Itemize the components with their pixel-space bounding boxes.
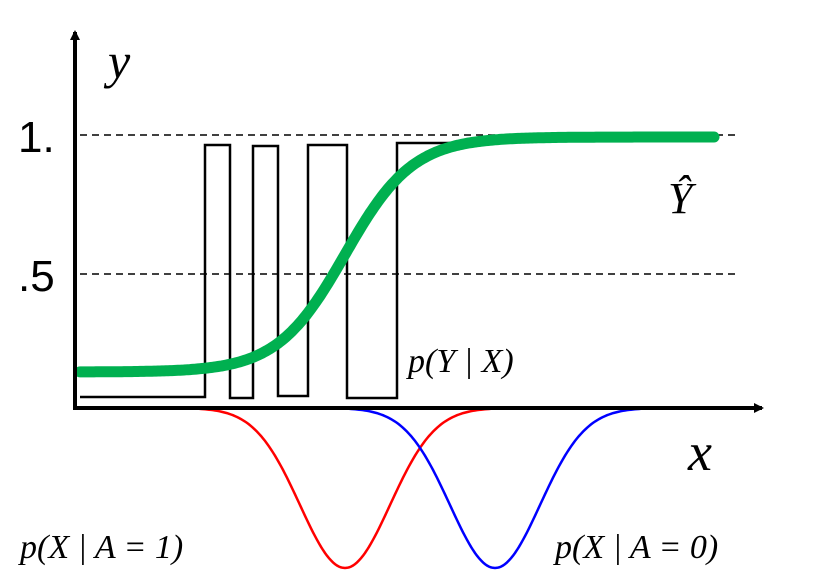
prediction-group <box>74 131 720 378</box>
prediction-curve <box>74 131 720 378</box>
x-axis-label: x <box>687 422 712 482</box>
level-mid-label: .5 <box>18 252 55 301</box>
conditional-step-curve <box>80 141 480 400</box>
level-high-label: 1. <box>18 113 55 162</box>
curves <box>193 407 647 570</box>
group-0-label: p(X | A = 0) <box>553 529 718 566</box>
conditional-label: p(Y | X) <box>406 343 514 380</box>
group-1-density <box>193 407 497 570</box>
group-1-label: p(X | A = 1) <box>18 529 183 566</box>
group-0-density <box>343 407 647 570</box>
prediction-label: Ŷ <box>668 174 697 223</box>
y-axis-label: y <box>103 33 131 89</box>
